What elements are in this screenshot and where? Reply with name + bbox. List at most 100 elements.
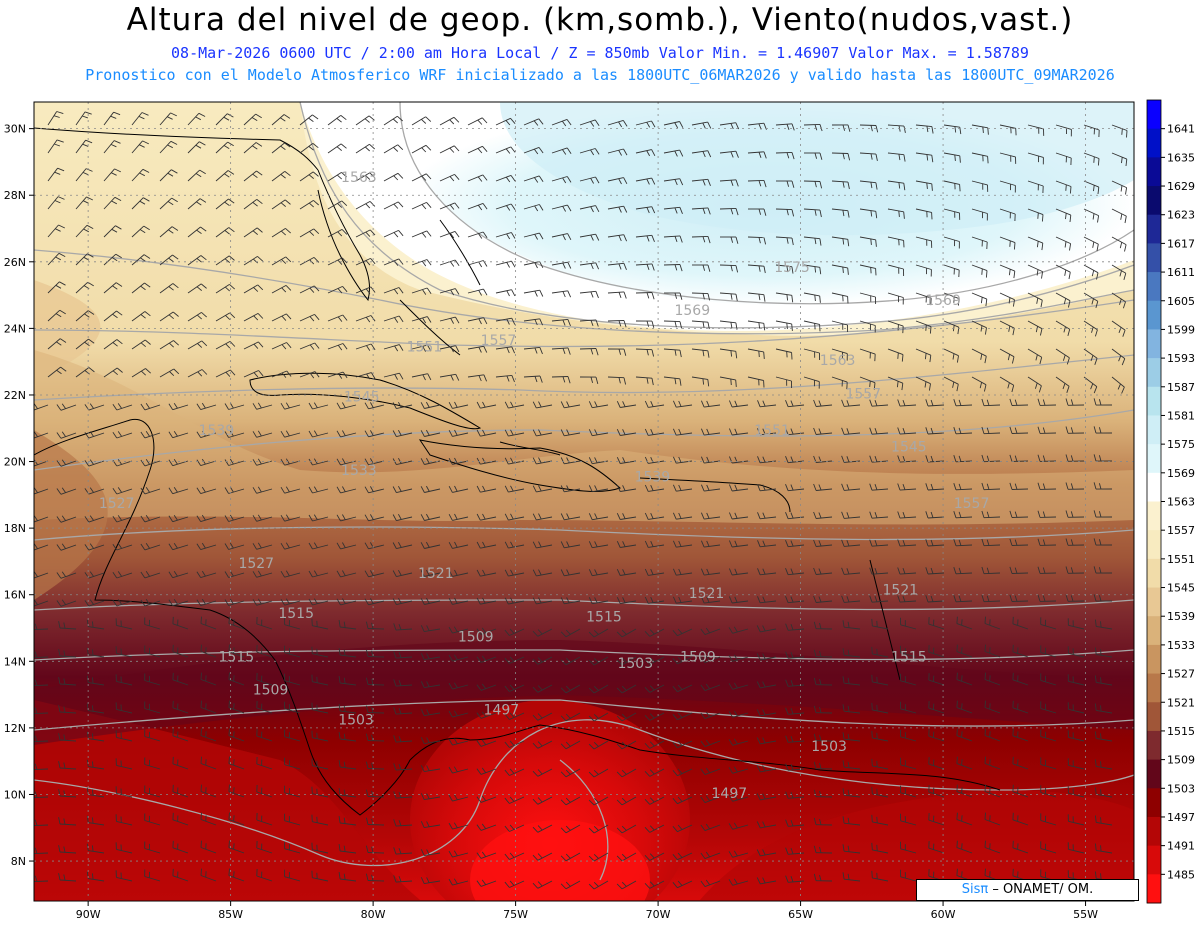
lat-tick-label: 12N (4, 722, 26, 735)
legend-level-label: 1509 (1167, 754, 1195, 767)
legend-swatch (1147, 243, 1161, 273)
legend-level-label: 1485 (1167, 868, 1195, 881)
legend-level-label: 1527 (1167, 668, 1195, 681)
legend-swatch (1147, 415, 1161, 445)
legend-swatch (1147, 558, 1161, 589)
legend-level-label: 1539 (1167, 610, 1195, 623)
model-info-subtitle: Pronostico con el Modelo Atmosferico WRF… (85, 66, 1115, 84)
lat-tick-label: 14N (4, 655, 26, 668)
lat-tick-label: 24N (4, 322, 26, 335)
contour-label: 1521 (883, 583, 919, 599)
contour-label: 1557 (845, 386, 881, 402)
lat-tick-label: 10N (4, 788, 26, 801)
contour-label: 1515 (219, 649, 255, 665)
lon-tick-label: 70W (646, 908, 671, 921)
legend-swatch (1147, 702, 1161, 732)
legend-swatch (1147, 501, 1161, 531)
legend-level-label: 1515 (1167, 725, 1195, 738)
geopotential-contours (34, 102, 1134, 881)
legend-swatch (1147, 788, 1161, 818)
legend-level-label: 1617 (1167, 237, 1195, 250)
legend-swatch (1147, 472, 1161, 502)
legend-level-label: 1575 (1167, 438, 1195, 451)
contour-label: 1569 (925, 293, 961, 309)
lat-tick-label: 20N (4, 456, 26, 469)
legend-level-label: 1581 (1167, 409, 1195, 422)
legend-level-label: 1491 (1167, 840, 1195, 853)
contour-label: 1497 (712, 786, 748, 802)
lon-tick-label: 90W (76, 908, 101, 921)
contour-label: 1509 (680, 649, 716, 665)
credit-brand: Sisπ (961, 882, 989, 897)
contour-label: 1515 (586, 609, 622, 625)
lat-lon-grid (34, 102, 1134, 901)
legend-level-label: 1557 (1167, 524, 1195, 537)
contour-label: 1503 (617, 656, 653, 672)
legend-swatch (1147, 386, 1161, 416)
legend-swatch (1147, 128, 1161, 158)
contour-label: 1575 (774, 260, 810, 276)
lat-tick-label: 8N (11, 855, 26, 868)
legend-swatch (1147, 157, 1161, 187)
legend-swatch (1147, 300, 1161, 330)
contour-label: 1527 (99, 496, 135, 512)
legend-level-label: 1605 (1167, 295, 1195, 308)
legend-swatch (1147, 616, 1161, 646)
legend-level-label: 1521 (1167, 696, 1195, 709)
legend-swatch (1147, 329, 1161, 359)
lon-tick-label: 60W (931, 908, 956, 921)
legend-level-label: 1635 (1167, 151, 1195, 164)
wind-barbs (34, 111, 1128, 890)
legend-swatch (1147, 816, 1161, 847)
contour-label: 1527 (238, 556, 274, 572)
contour-label: 1545 (344, 390, 380, 406)
legend-swatch (1147, 874, 1161, 904)
contour-label: 1509 (458, 629, 494, 645)
contour-label: 1503 (811, 739, 847, 755)
legend-swatch (1147, 845, 1161, 875)
contour-labels: 1497 1497 1503 1503 1503 1509 1509 1509 1515 1515… (99, 170, 990, 802)
map-title: Altura del nivel de geop. (km,somb.), Vi… (126, 2, 1074, 38)
legend-level-label: 1545 (1167, 582, 1195, 595)
contour-label: 1563 (820, 353, 856, 369)
legend-swatch (1147, 530, 1161, 560)
contour-label: 1539 (199, 423, 235, 439)
legend-swatch (1147, 358, 1161, 388)
legend-swatch (1147, 730, 1161, 761)
longitude-axis: 90W 85W 80W 75W 70W 65W 60W 55W (76, 901, 1098, 921)
lat-tick-label: 28N (4, 189, 26, 202)
contour-label: 1551 (754, 423, 790, 439)
contour-label: 1551 (407, 340, 443, 356)
lat-tick-label: 18N (4, 522, 26, 535)
contour-label: 1557 (954, 496, 990, 512)
contour-label: 1563 (341, 170, 377, 186)
valid-time-subtitle: 08-Mar-2026 0600 UTC / 2:00 am Hora Loca… (171, 44, 1029, 62)
contour-label: 1521 (418, 566, 454, 582)
legend-swatch (1147, 100, 1161, 130)
contour-label: 1539 (635, 470, 671, 486)
legend-swatch (1147, 272, 1161, 302)
legend-swatch (1147, 444, 1161, 474)
lon-tick-label: 85W (218, 908, 243, 921)
geopotential-shading (34, 102, 1134, 901)
legend-swatch (1147, 587, 1161, 617)
legend-level-label: 1533 (1167, 639, 1195, 652)
contour-label: 1503 (338, 713, 374, 729)
legend-swatch (1147, 214, 1161, 244)
lon-tick-label: 55W (1073, 908, 1098, 921)
legend-level-label: 1551 (1167, 553, 1195, 566)
legend-level-label: 1593 (1167, 352, 1195, 365)
legend-level-label: 1503 (1167, 782, 1195, 795)
legend-level-label: 1641 (1167, 123, 1195, 136)
lon-tick-label: 80W (361, 908, 386, 921)
lat-tick-label: 22N (4, 389, 26, 402)
contour-label: 1515 (278, 606, 314, 622)
legend-swatch (1147, 759, 1161, 789)
legend-level-label: 1569 (1167, 467, 1195, 480)
contour-label: 1569 (674, 303, 710, 319)
contour-label: 1509 (253, 683, 289, 699)
legend-level-label: 1497 (1167, 811, 1195, 824)
lon-tick-label: 65W (788, 908, 813, 921)
lon-tick-label: 75W (503, 908, 528, 921)
contour-label: 1545 (891, 440, 927, 456)
